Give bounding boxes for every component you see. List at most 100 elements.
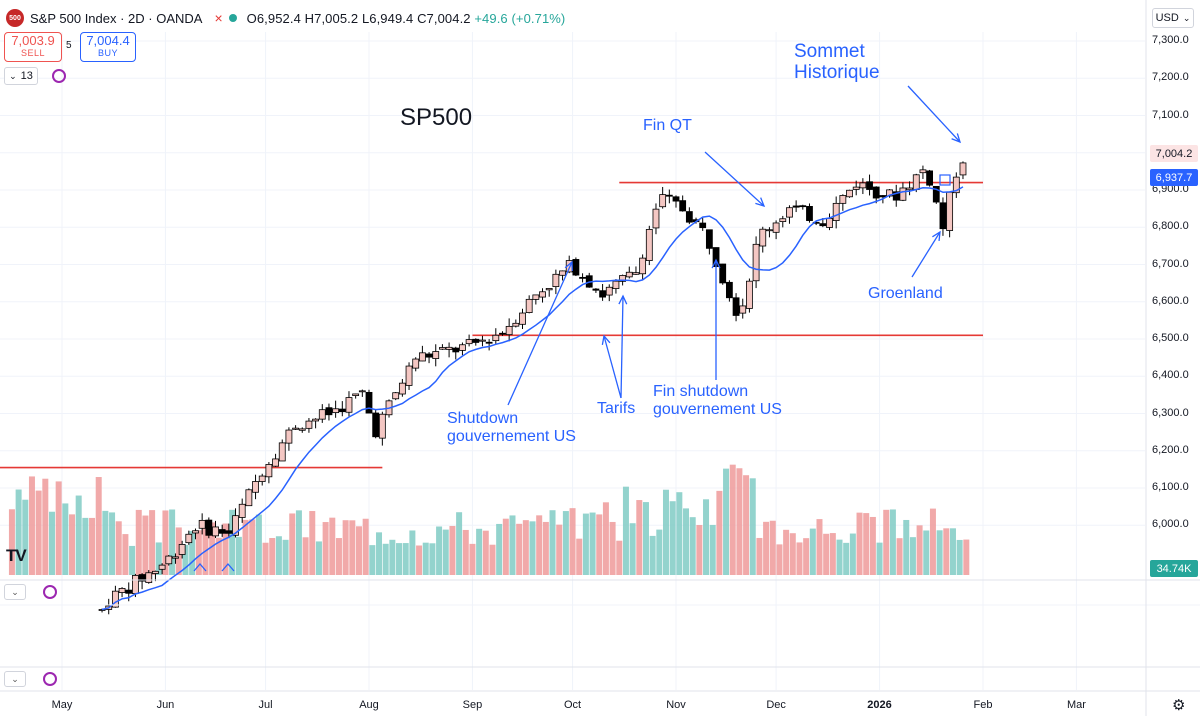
candle-body <box>245 489 253 507</box>
volume-bar <box>509 515 516 575</box>
time-tick-label: Oct <box>563 699 582 711</box>
pane-collapse-button[interactable]: ⌄ <box>4 671 26 687</box>
candle-body <box>238 503 246 518</box>
candle-body <box>892 191 900 201</box>
symbol-name[interactable]: S&P 500 Index · 2D · OANDA <box>30 10 203 26</box>
volume-bar <box>82 517 89 575</box>
volume-bar <box>743 475 750 575</box>
volume-bar <box>315 541 322 575</box>
candle-body <box>152 570 159 574</box>
candle-body <box>846 189 853 198</box>
candle-body <box>125 589 133 594</box>
arrow-shutdown-head <box>564 260 573 272</box>
tradingview-logo-icon[interactable]: TV <box>6 546 27 565</box>
candle-body <box>912 174 920 190</box>
volume-bar <box>896 538 903 575</box>
volume-bar <box>302 537 309 575</box>
candle-body <box>132 575 139 594</box>
candle-body <box>832 202 840 221</box>
support-lines <box>0 181 983 469</box>
candle-body <box>365 391 373 414</box>
candle-body <box>138 574 146 582</box>
candle-body <box>305 420 313 429</box>
time-tick-label: 2026 <box>867 699 892 711</box>
arrow-fin-qt-head <box>755 197 766 208</box>
volume-bar <box>943 528 950 575</box>
buy-label: BUY <box>97 48 118 58</box>
candle-body <box>799 205 807 208</box>
volume-bar <box>8 509 15 575</box>
candle-body <box>819 223 827 227</box>
candle-body <box>298 428 306 431</box>
volume-bar <box>936 530 943 575</box>
candle-body <box>612 280 620 289</box>
refresh-cycle-icon[interactable] <box>43 585 57 599</box>
volume-bar <box>709 524 716 575</box>
volume-bar <box>736 468 743 575</box>
volume-bar <box>616 540 623 575</box>
volume-bar <box>295 510 302 575</box>
candle-body <box>485 341 493 344</box>
time-tick-label: Mar <box>1066 699 1086 711</box>
candle-body <box>345 397 353 413</box>
price-tick-label: 7,300.0 <box>1152 34 1189 46</box>
volume-bar <box>883 509 890 575</box>
volume-bar <box>642 502 649 575</box>
volume-bar <box>756 537 763 575</box>
volume-bar <box>816 519 823 575</box>
sell-button[interactable]: 7,003.9 SELL <box>4 32 62 62</box>
pane-collapse-button[interactable]: ⌄ <box>4 584 26 600</box>
annotation-sommet: Sommet Historique <box>794 41 880 83</box>
refresh-cycle-icon[interactable] <box>52 69 66 83</box>
chevron-down-icon: ⌄ <box>1182 12 1191 23</box>
indicator-count: 13 <box>20 70 33 82</box>
volume-bar <box>649 535 656 575</box>
volume-bar <box>636 500 643 575</box>
candle-body <box>512 322 520 327</box>
marker-square <box>939 174 951 186</box>
candle-body <box>165 555 173 565</box>
price-tick-label: 6,400.0 <box>1152 369 1189 382</box>
candle-body <box>218 529 226 534</box>
price-tick-label: 6,600.0 <box>1152 294 1189 307</box>
annotation-fin-shutdown-line2: gouvernement US <box>653 401 782 418</box>
volume-bar <box>929 508 936 575</box>
grid <box>0 32 1145 690</box>
close-x-icon[interactable]: × <box>214 10 223 26</box>
indicators-toggle[interactable]: ⌄ 13 <box>4 67 38 85</box>
volume-bar <box>549 510 556 575</box>
candle-body <box>672 196 680 202</box>
settings-gear-icon[interactable]: ⚙ <box>1172 697 1186 714</box>
volume-bar <box>122 534 129 575</box>
price-tick-label: 6,700.0 <box>1152 257 1189 270</box>
currency-selector[interactable]: USD ⌄ <box>1152 8 1194 28</box>
volume-bar <box>182 544 189 575</box>
arrow-shutdown <box>507 261 573 406</box>
candle-body <box>425 353 433 358</box>
refresh-cycle-icon[interactable] <box>43 672 57 686</box>
volume-bar <box>469 543 476 575</box>
volume-bar <box>522 520 529 575</box>
price-tick-label: 6,900.0 <box>1152 183 1189 195</box>
volume-bar <box>849 533 856 575</box>
candle-body <box>719 263 727 284</box>
candle-body <box>906 187 913 191</box>
candle-body <box>318 409 326 420</box>
annotation-fin-qt: Fin QT <box>643 117 692 134</box>
sp500-logo-icon[interactable]: 500 <box>6 9 24 27</box>
price-tick-label: 7,200.0 <box>1152 71 1189 84</box>
volume-bar <box>162 510 169 575</box>
candle-body <box>412 358 420 369</box>
candle-body <box>652 208 660 229</box>
volume-bar <box>55 481 62 575</box>
candle-body <box>111 590 119 608</box>
volume-bar <box>676 492 683 575</box>
candles <box>98 161 967 615</box>
caret-arrow <box>221 563 235 572</box>
buy-button[interactable]: 7,004.4 BUY <box>80 32 136 62</box>
volume-bar <box>282 539 289 575</box>
volume-bar <box>209 522 216 575</box>
volume-bar <box>769 520 776 575</box>
time-tick-label: Sep <box>462 699 483 711</box>
